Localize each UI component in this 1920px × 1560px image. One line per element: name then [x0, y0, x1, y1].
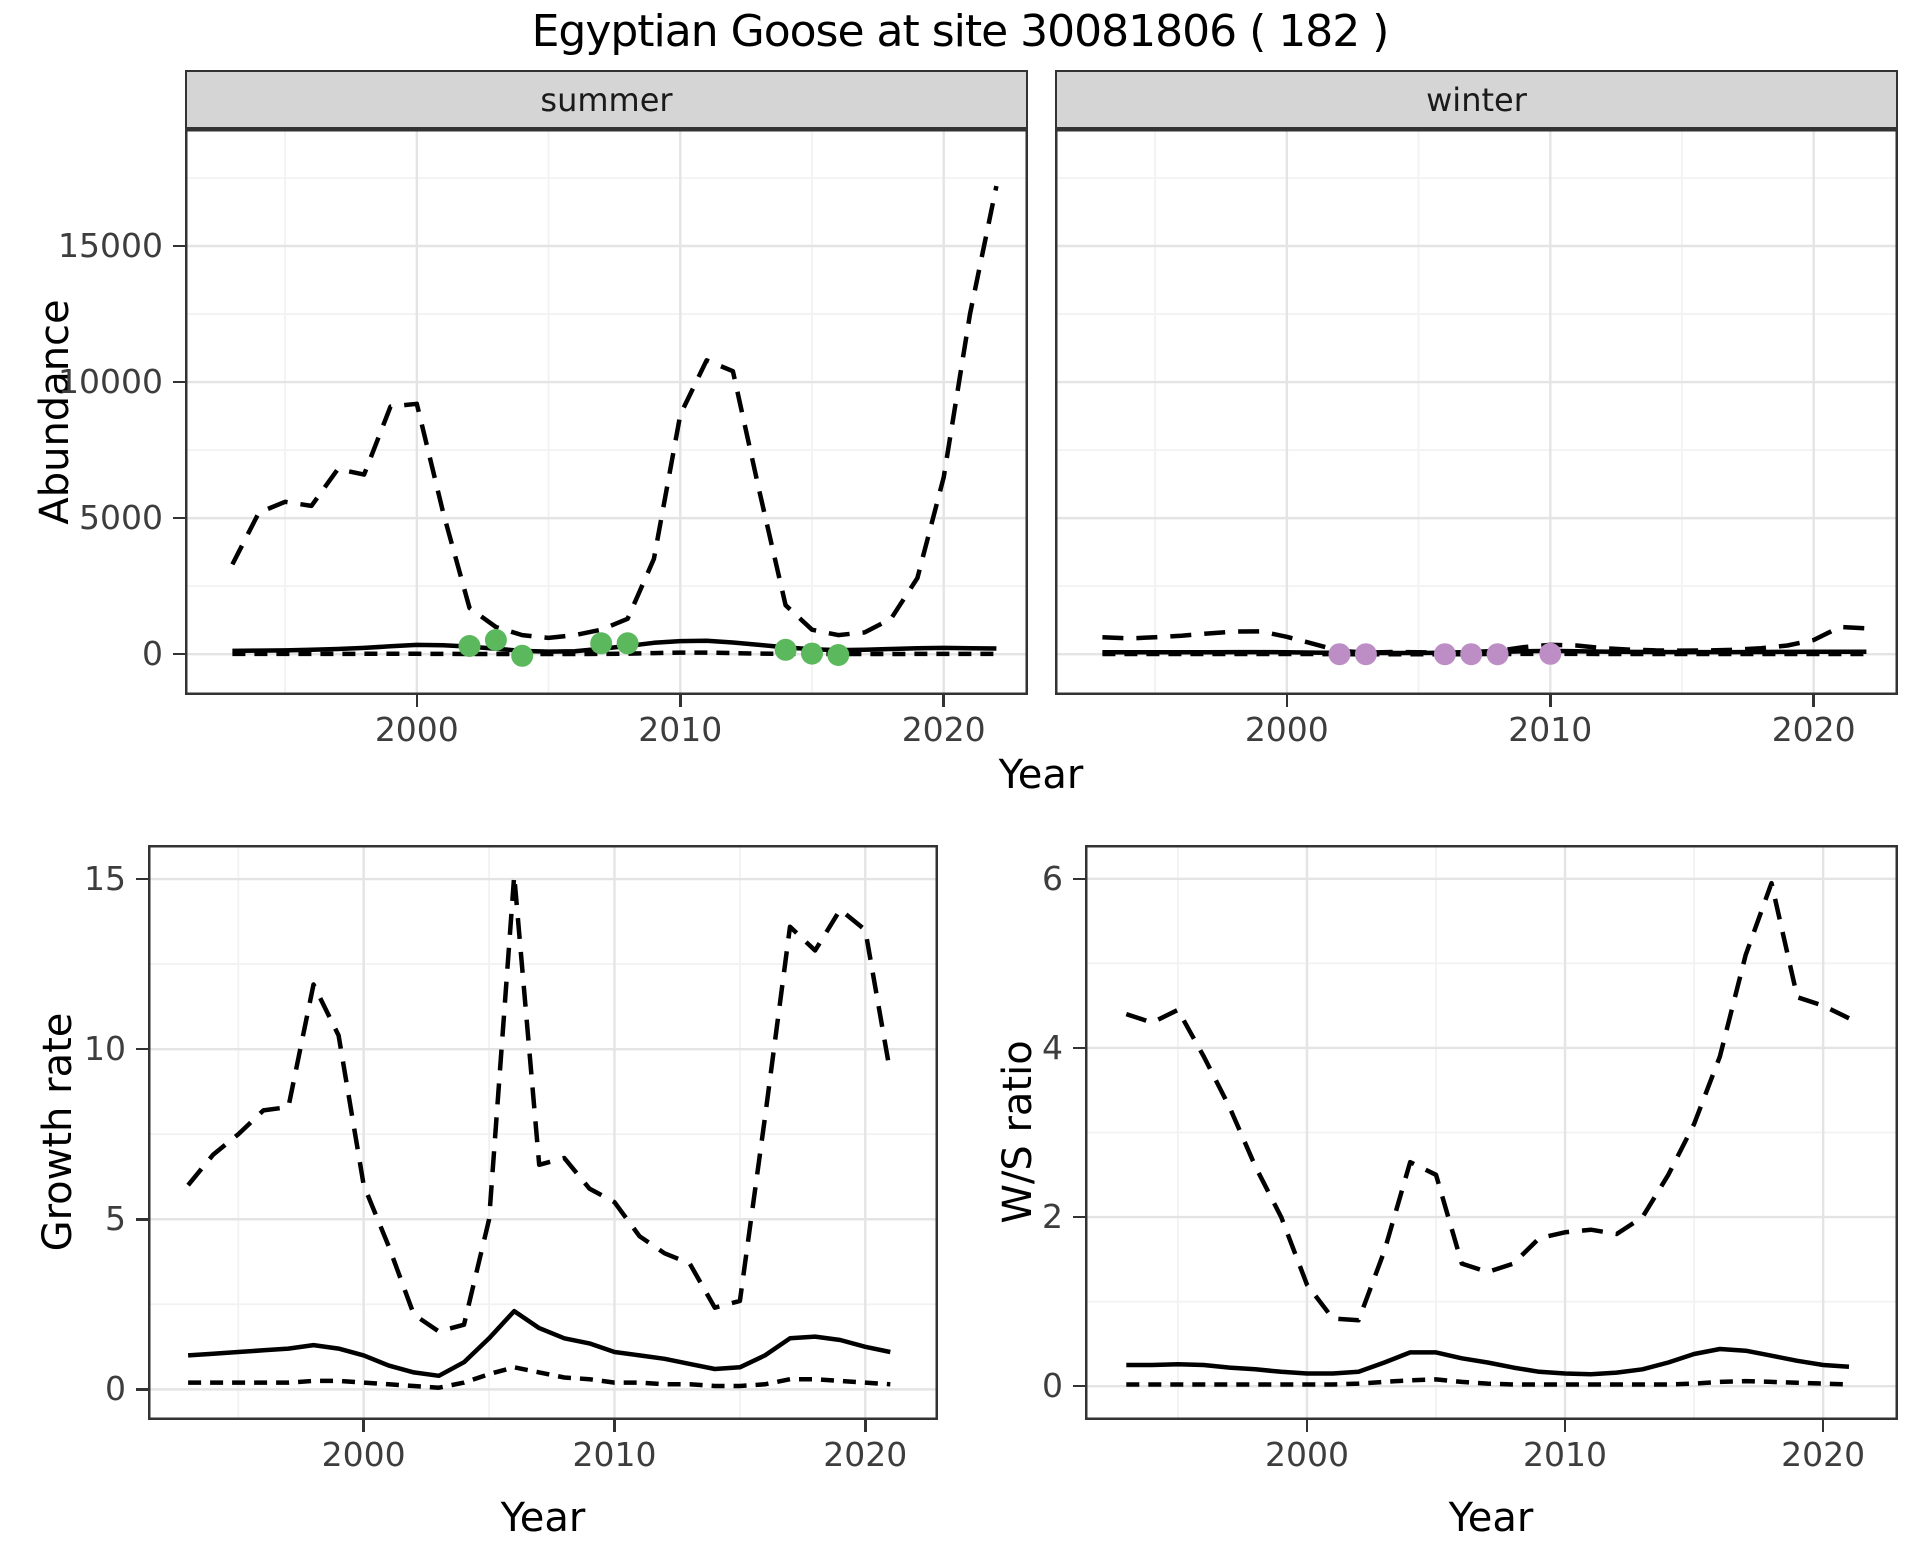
facet-strip-winter-label: winter [1426, 80, 1527, 119]
count-points [1328, 643, 1351, 666]
y-tick-mark [173, 516, 185, 520]
x-tick-label: 2010 [1523, 1435, 1608, 1474]
x-tick-label: 2000 [374, 710, 459, 749]
x-tick-label: 2000 [321, 1435, 406, 1474]
count-points [774, 638, 797, 661]
panel-background [148, 845, 938, 1420]
y-tick-mark [1073, 1215, 1085, 1219]
x-tick-label: 2000 [1264, 1435, 1349, 1474]
x-tick-label: 2010 [1508, 710, 1593, 749]
x-tick-mark [1563, 1420, 1567, 1432]
y-tick-mark [1073, 1384, 1085, 1388]
facet-strip-winter: winter [1055, 70, 1898, 129]
x-tick-mark [1821, 1420, 1825, 1432]
ws-x-axis-title: Year [1448, 1495, 1534, 1541]
count-points [590, 632, 613, 655]
y-tick-label: 0 [1042, 1366, 1063, 1406]
x-tick-mark [864, 1420, 867, 1432]
x-tick-mark [679, 695, 682, 707]
count-points [458, 635, 481, 657]
upper_ci-line [186, 873, 893, 1334]
y-tick-mark [1073, 1046, 1085, 1050]
growth-rate-panel [148, 845, 938, 1420]
y-tick-label: 6 [1042, 858, 1063, 898]
upper_ci-line [230, 185, 999, 641]
panel-border [185, 129, 1028, 695]
x-tick-mark [1812, 695, 1815, 707]
x-tick-mark [1549, 695, 1552, 707]
count-points [484, 629, 507, 651]
panel-background [185, 129, 1028, 695]
winter-abundance-panel [1055, 129, 1898, 695]
y-tick-mark [173, 380, 185, 384]
x-tick-label: 2000 [1244, 710, 1329, 749]
y-tick-mark [136, 1047, 148, 1051]
ws-ratio-panel [1085, 845, 1898, 1420]
x-tick-mark [1305, 1420, 1309, 1432]
y-tick-label: 2 [1042, 1197, 1063, 1237]
y-tick-label: 0 [105, 1369, 126, 1409]
y-tick-label: 10 [84, 1029, 126, 1069]
y-tick-label: 15000 [58, 226, 163, 265]
y-tick-label: 4 [1042, 1027, 1063, 1067]
x-tick-label: 2020 [901, 710, 986, 749]
estimate-line [232, 638, 997, 654]
x-tick-label: 2010 [638, 710, 723, 749]
figure-title: Egyptian Goose at site 30081806 ( 182 ) [531, 6, 1390, 57]
x-tick-mark [613, 1420, 616, 1432]
panel-border [1055, 129, 1898, 695]
y-tick-label: 0 [142, 634, 163, 674]
y-tick-mark [136, 1388, 148, 1391]
growth-x-axis-title: Year [500, 1495, 586, 1541]
count-points [801, 642, 823, 665]
summer-abundance-panel [185, 129, 1028, 695]
x-tick-label: 2020 [1771, 710, 1856, 749]
count-points [1539, 642, 1562, 665]
panel-border [148, 845, 938, 1420]
y-tick-mark [136, 877, 148, 881]
top-x-axis-title: Year [998, 752, 1084, 798]
panel-border [1085, 845, 1898, 1420]
panel-background [1055, 129, 1898, 695]
lower_ci-line [232, 650, 997, 657]
x-tick-mark [942, 695, 945, 707]
y-tick-label: 10000 [58, 362, 163, 402]
count-points [1460, 643, 1483, 666]
y-tick-label: 5 [105, 1199, 126, 1239]
abundance-axis-title: Abundance [32, 299, 78, 525]
estimate-line [1126, 1346, 1850, 1377]
y-tick-mark [136, 1218, 148, 1221]
facet-strip-summer-label: summer [540, 80, 673, 119]
count-points [616, 632, 639, 655]
lower_ci-line [188, 1365, 891, 1390]
count-points [827, 644, 850, 666]
count-points [511, 644, 534, 667]
x-tick-mark [362, 1420, 365, 1432]
facet-strip-summer: summer [185, 70, 1028, 129]
lower_ci-line [1126, 1377, 1850, 1387]
count-points [1486, 643, 1509, 666]
count-points [1354, 643, 1377, 666]
count-points [1433, 643, 1456, 666]
x-tick-label: 2020 [1781, 1435, 1866, 1474]
y-tick-label: 15 [84, 859, 126, 899]
upper_ci-line [1125, 880, 1850, 1323]
y-tick-mark [173, 244, 185, 248]
y-tick-mark [1073, 877, 1085, 881]
ws-ratio-axis-title: W/S ratio [995, 1040, 1041, 1224]
x-tick-mark [1285, 695, 1289, 707]
x-tick-label: 2010 [572, 1435, 657, 1474]
x-tick-label: 2020 [823, 1435, 908, 1474]
estimate-line [187, 1308, 891, 1379]
y-tick-mark [173, 652, 185, 656]
y-tick-label: 5000 [79, 498, 163, 538]
x-tick-mark [415, 695, 419, 707]
